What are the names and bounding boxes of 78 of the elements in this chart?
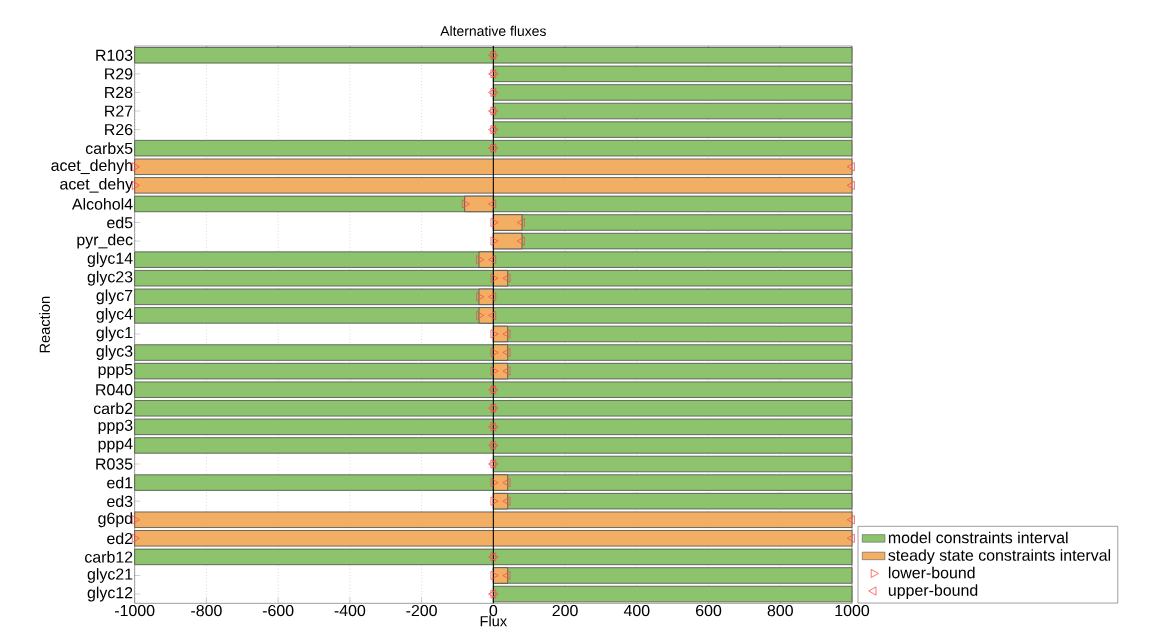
point (490, 366, 499, 376)
y-tick-label: glyc1 (96, 326, 133, 342)
chart-title: Alternative fluxes (440, 25, 546, 37)
y-tick-label: ppp3 (98, 419, 133, 435)
y-tick-label: carbx5 (85, 142, 133, 155)
point (476, 255, 485, 265)
x-tick-label: -600 (262, 604, 294, 617)
point (502, 496, 511, 506)
y-tick-label: glyc7 (96, 289, 133, 305)
y-tick-label: ppp4 (98, 438, 133, 453)
point (490, 273, 499, 283)
y-tick-label: ed5 (107, 216, 133, 229)
point (490, 348, 499, 358)
legend-label: upper-bound (888, 584, 978, 600)
point (476, 292, 485, 302)
y-tick-label: pyr_dec (77, 233, 133, 249)
x-tick-label: 1000 (835, 604, 870, 617)
point (488, 255, 497, 265)
y-tick-label: Alcohol4 (71, 198, 133, 210)
x-tick-label: -1000 (114, 604, 155, 617)
y-axis-title: Reaction (39, 296, 50, 353)
y-tick-label: acet_dehy (60, 177, 134, 193)
y-tick-label: R28 (105, 86, 133, 99)
y-tick-label: glyc14 (87, 252, 133, 268)
y-tick-label: ed2 (107, 532, 133, 545)
y-tick-label: R29 (105, 68, 133, 80)
point (490, 236, 499, 246)
point (488, 292, 497, 302)
legend-label: steady state constraints interval (888, 549, 1111, 565)
x-tick-label: 600 (696, 604, 722, 617)
x-tick-label: 400 (623, 604, 650, 617)
y-tick-label: glyc23 (87, 270, 133, 286)
point (846, 515, 855, 525)
y-tick-label: carb2 (93, 402, 133, 415)
x-tick-label: 800 (767, 604, 793, 617)
point (490, 478, 499, 488)
point (516, 217, 525, 228)
point (502, 273, 511, 283)
x-tick-label: -800 (191, 604, 222, 617)
y-tick-label: glyc3 (96, 345, 133, 360)
legend-label: model constraints interval (888, 531, 1068, 544)
point (846, 162, 855, 172)
y-tick-label: carb12 (85, 551, 133, 563)
point (490, 329, 499, 339)
y-tick-label: glyc21 (87, 568, 133, 583)
point (502, 570, 511, 581)
y-tick-label: R035 (96, 458, 133, 470)
x-tick-label: -400 (334, 604, 366, 617)
y-tick-label: glyc12 (87, 586, 133, 602)
point (846, 180, 855, 190)
point (516, 236, 525, 246)
point (488, 310, 497, 320)
y-tick-label: g6pd (98, 512, 133, 528)
point (502, 329, 511, 339)
y-tick-label: R103 (96, 49, 133, 61)
point (502, 478, 511, 488)
point (490, 217, 499, 228)
y-tick-label: R26 (105, 123, 133, 136)
point (846, 533, 855, 543)
y-tick-label: glyc4 (96, 307, 133, 323)
point (502, 366, 511, 376)
x-tick-label: 200 (552, 604, 578, 617)
point (476, 310, 485, 320)
point (490, 496, 499, 506)
x-tick-label: -200 (406, 604, 437, 617)
y-tick-label: R27 (105, 105, 133, 117)
x-axis-title: Flux (480, 615, 507, 627)
y-tick-label: R040 (96, 384, 133, 396)
y-tick-label: acet_dehyh (51, 159, 133, 175)
y-tick-label: ed1 (107, 476, 133, 489)
point (461, 199, 470, 209)
x-tick-label: 0 (489, 604, 498, 617)
point (490, 570, 499, 581)
legend-label: lower-bound (888, 566, 975, 579)
point (502, 348, 511, 358)
y-tick-label: ed3 (107, 495, 133, 508)
y-tick-label: ppp5 (98, 363, 133, 379)
point (488, 199, 497, 209)
